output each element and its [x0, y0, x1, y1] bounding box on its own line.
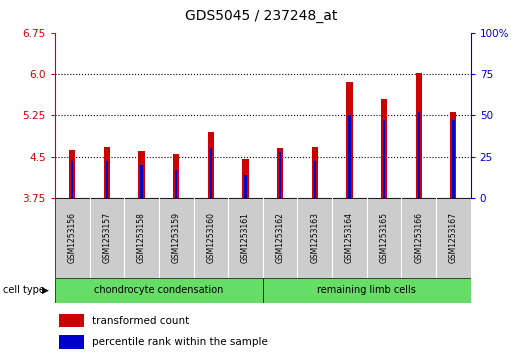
Bar — [263, 278, 471, 303]
Bar — [59, 314, 84, 327]
Bar — [312, 147, 318, 198]
Bar — [416, 73, 422, 198]
Bar — [71, 162, 73, 198]
Text: GSM1253159: GSM1253159 — [172, 212, 180, 263]
Bar — [383, 120, 385, 198]
Text: GSM1253158: GSM1253158 — [137, 212, 146, 263]
Bar — [69, 150, 75, 198]
Text: GSM1253156: GSM1253156 — [68, 212, 77, 263]
Bar — [208, 132, 214, 198]
Text: GSM1253162: GSM1253162 — [276, 212, 285, 263]
Text: GSM1253166: GSM1253166 — [414, 212, 423, 263]
Bar — [417, 112, 420, 198]
Bar — [279, 152, 281, 198]
Bar — [173, 154, 179, 198]
Text: ▶: ▶ — [42, 286, 49, 295]
Text: GDS5045 / 237248_at: GDS5045 / 237248_at — [185, 9, 338, 23]
Bar — [450, 113, 457, 198]
Text: cell type: cell type — [3, 285, 44, 295]
Bar — [175, 170, 177, 198]
Bar — [314, 162, 316, 198]
Text: chondrocyte condensation: chondrocyte condensation — [94, 285, 223, 295]
Bar — [55, 278, 263, 303]
Bar — [244, 175, 247, 198]
Bar — [452, 120, 454, 198]
Bar — [104, 147, 110, 198]
Text: GSM1253157: GSM1253157 — [103, 212, 111, 263]
Bar — [210, 148, 212, 198]
Text: percentile rank within the sample: percentile rank within the sample — [93, 337, 268, 347]
Text: transformed count: transformed count — [93, 316, 189, 326]
Text: GSM1253167: GSM1253167 — [449, 212, 458, 263]
Bar — [346, 82, 353, 198]
Bar — [277, 148, 283, 198]
Text: GSM1253161: GSM1253161 — [241, 212, 250, 263]
Bar — [348, 115, 350, 198]
Text: GSM1253163: GSM1253163 — [310, 212, 319, 263]
Text: remaining limb cells: remaining limb cells — [317, 285, 416, 295]
Bar — [139, 151, 145, 198]
Bar — [381, 99, 387, 198]
Bar — [59, 335, 84, 348]
Text: GSM1253164: GSM1253164 — [345, 212, 354, 263]
Bar — [242, 159, 248, 198]
Text: GSM1253165: GSM1253165 — [380, 212, 389, 263]
Bar — [106, 162, 108, 198]
Bar — [140, 165, 143, 198]
Text: GSM1253160: GSM1253160 — [207, 212, 215, 263]
